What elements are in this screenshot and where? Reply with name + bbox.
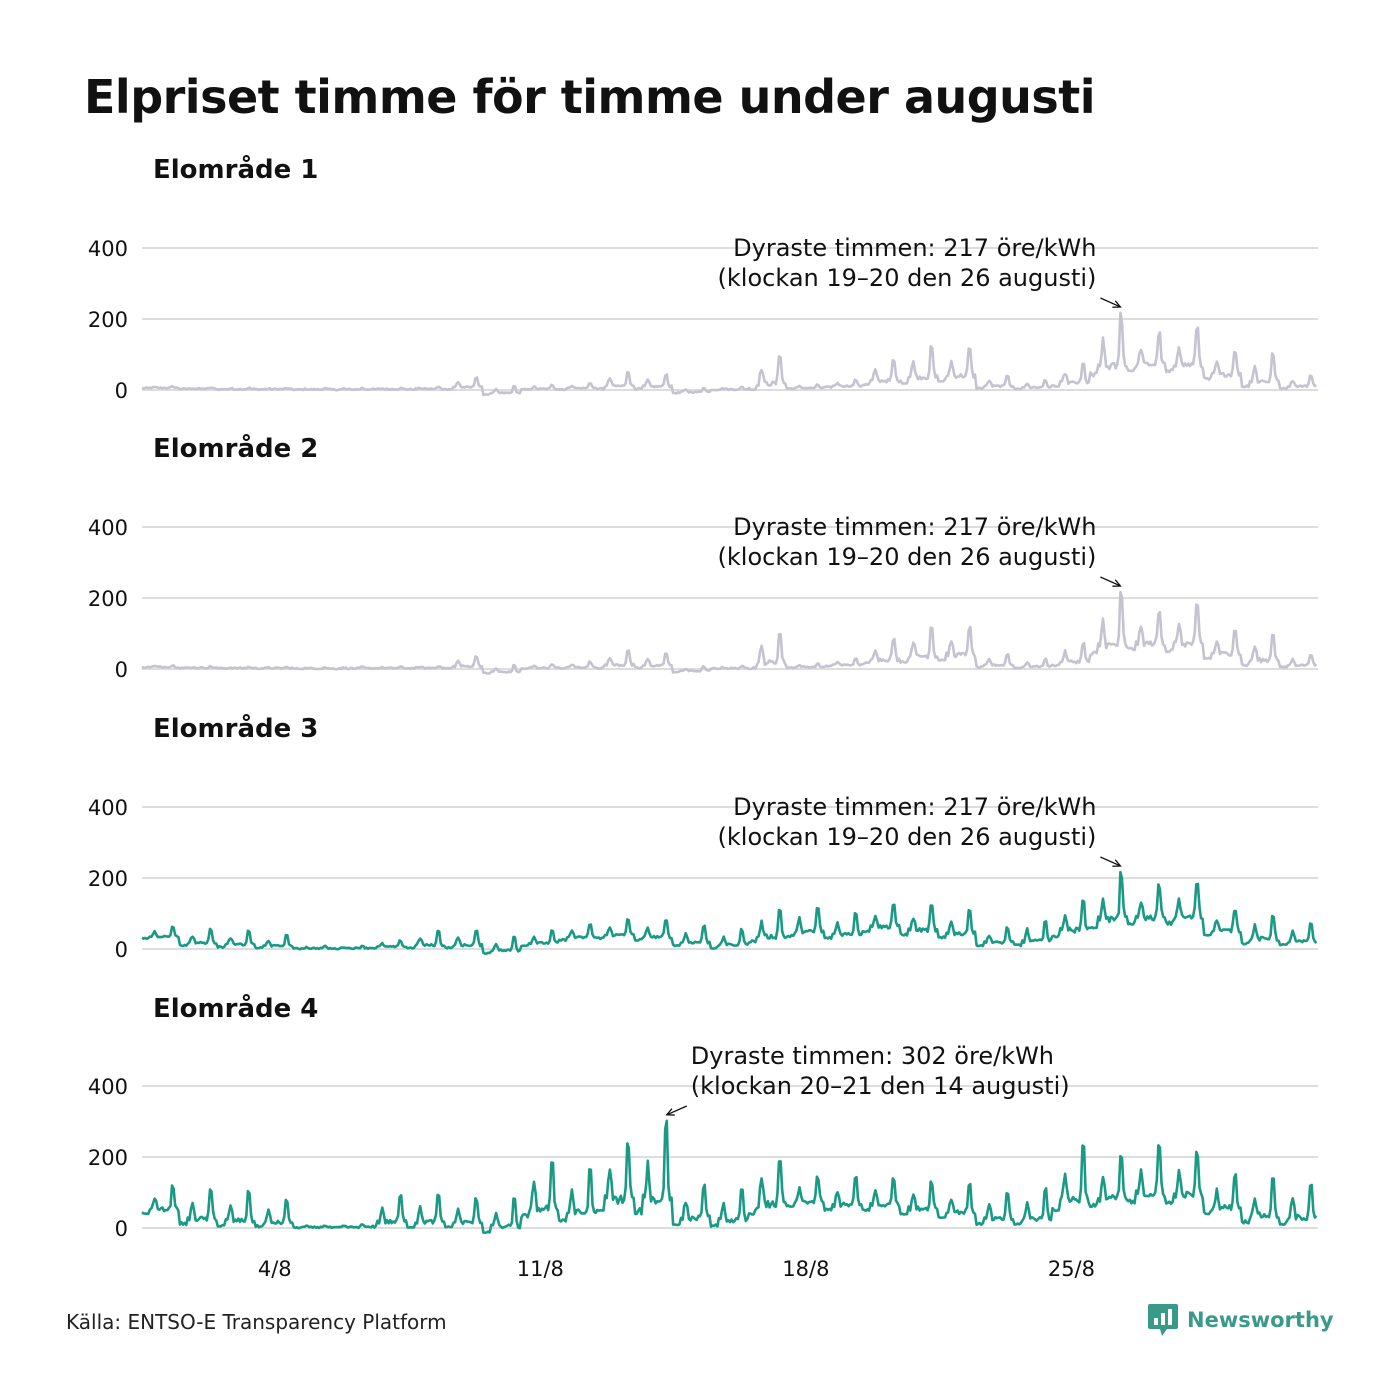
- annotation-line-1: Dyraste timmen: 302 öre/kWh: [691, 1042, 1054, 1070]
- y-tick-label: 400: [88, 516, 128, 540]
- annotation-line-1: Dyraste timmen: 217 öre/kWh: [733, 793, 1096, 821]
- y-tick-label: 200: [88, 308, 128, 332]
- series-line: [141, 870, 1318, 955]
- y-tick-label: 0: [115, 658, 128, 682]
- y-tick-label: 400: [88, 1075, 128, 1099]
- panel-title: Elområde 4: [153, 992, 318, 1024]
- annotation-line-2: (klockan 19–20 den 26 augusti): [718, 823, 1097, 851]
- y-tick-label: 0: [115, 379, 128, 403]
- annotation-line-2: (klockan 19–20 den 26 augusti): [718, 543, 1097, 571]
- y-tick-label: 200: [88, 867, 128, 891]
- brand-logo: Newsworthy: [1147, 1302, 1334, 1338]
- annotation-arrow: [1100, 297, 1121, 308]
- x-tick-label: 11/8: [517, 1257, 564, 1281]
- annotation-arrowhead: [1112, 579, 1122, 587]
- panel-title: Elområde 3: [153, 712, 318, 744]
- x-tick-label: 25/8: [1048, 1257, 1095, 1281]
- annotation-line-2: (klockan 19–20 den 26 augusti): [718, 264, 1097, 292]
- y-tick-label: 400: [88, 796, 128, 820]
- x-tick-label: 4/8: [258, 1257, 292, 1281]
- x-tick-label: 18/8: [782, 1257, 829, 1281]
- annotation-arrow: [1100, 576, 1121, 587]
- y-tick-label: 0: [115, 938, 128, 962]
- annotation-arrowhead: [1112, 859, 1122, 867]
- annotation-line-1: Dyraste timmen: 217 öre/kWh: [733, 234, 1096, 262]
- annotation-arrowhead: [1112, 300, 1122, 308]
- series-line: [141, 311, 1317, 397]
- panel-title: Elområde 2: [153, 432, 318, 464]
- annotation-line-2: (klockan 20–21 den 14 augusti): [691, 1072, 1070, 1100]
- y-tick-label: 200: [88, 587, 128, 611]
- newsworthy-logo-icon: [1148, 1304, 1178, 1336]
- y-tick-label: 200: [88, 1146, 128, 1170]
- annotation-arrow: [666, 1105, 688, 1116]
- panel-title: Elområde 1: [153, 153, 318, 185]
- annotation-arrowhead: [665, 1108, 675, 1116]
- series-line: [141, 590, 1318, 675]
- series-line: [141, 1119, 1318, 1235]
- source-note: Källa: ENTSO-E Transparency Platform: [66, 1310, 447, 1334]
- annotation-arrow: [1100, 856, 1121, 867]
- brand-name: Newsworthy: [1187, 1308, 1334, 1332]
- y-tick-label: 0: [115, 1217, 128, 1241]
- annotation-line-1: Dyraste timmen: 217 öre/kWh: [733, 513, 1096, 541]
- y-tick-label: 400: [88, 237, 128, 261]
- chart-title: Elpriset timme för timme under augusti: [84, 70, 1096, 124]
